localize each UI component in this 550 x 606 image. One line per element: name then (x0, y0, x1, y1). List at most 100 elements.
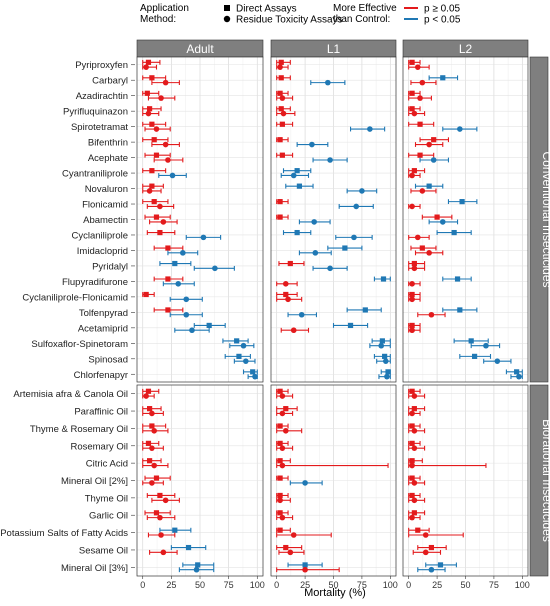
data-point-pyridalyl (408, 265, 426, 272)
point-square (206, 322, 212, 329)
data-point-acetamiprid (174, 327, 210, 334)
point-circle (457, 126, 463, 132)
point-circle (149, 410, 155, 417)
data-point-rosemary-oil (408, 440, 421, 446)
point-circle (146, 188, 153, 194)
legend-effect-label: p ≥ 0.05 (424, 4, 461, 15)
data-point-mineral-oil-2 (144, 475, 171, 481)
legend-effect-title: More Effective than Control: (333, 3, 397, 25)
point-circle (189, 327, 195, 334)
data-point-acephate (419, 157, 450, 163)
point-circle (411, 428, 418, 434)
point-circle (384, 373, 390, 380)
data-point-abamectin (428, 219, 459, 225)
point-square (431, 137, 437, 143)
group-strips: Conventional Insecticides Biorational Ins… (529, 56, 550, 577)
point-circle (145, 110, 152, 117)
y-tick-label: Chlorfenapyr (74, 370, 128, 381)
data-point-chlorfenapyr (378, 373, 391, 380)
facet-panels: Adult L1 L2 0 25 50 75 100 0 25 50 75 100 0 25 50 75 100 (136, 39, 530, 590)
data-point-pyridalyl (312, 265, 348, 272)
y-tick-label: Mineral Oil [3%] (61, 563, 128, 574)
point-square (157, 492, 163, 499)
data-point-sulfoxaflor-spinetoram (453, 338, 489, 344)
data-point-cyclaniliprole (436, 229, 472, 236)
y-tick-label: Garlic Oil (89, 511, 128, 522)
point-circle (157, 203, 163, 210)
panel-border (136, 56, 264, 383)
data-point-chlorfenapyr (247, 373, 258, 380)
data-point-flupyradifurone (276, 281, 298, 287)
y-tick-label: Cyclaniliprole (72, 230, 129, 241)
point-square (149, 423, 155, 429)
data-point-azadirachtin (142, 90, 160, 96)
data-point-sesame-oil (417, 544, 447, 551)
point-square (277, 510, 283, 516)
point-square (409, 440, 415, 446)
point-circle (309, 141, 315, 148)
legend-title-line: than Control: (333, 14, 390, 25)
point-square (380, 276, 387, 282)
data-point-thyme-rosemary-oil (408, 428, 426, 434)
data-point-chlorfenapyr (380, 369, 391, 375)
point-circle (312, 250, 319, 256)
point-circle (183, 296, 190, 303)
point-circle (411, 445, 418, 451)
panel-border (270, 56, 397, 383)
point-circle (516, 373, 522, 380)
data-point-thyme-rosemary-oil (142, 428, 169, 434)
data-point-cyclaniliprole (282, 229, 312, 236)
point-square (409, 492, 415, 499)
data-point-paraffinic-oil (276, 410, 294, 417)
point-circle (193, 566, 200, 573)
data-point-sulfoxaflor-spinetoram (371, 338, 391, 344)
point-circle (422, 532, 429, 538)
data-point-artemisia-afra-canola-oil (142, 393, 155, 399)
point-circle (212, 265, 218, 272)
data-point-cyantraniliprole (408, 172, 421, 179)
point-square (277, 423, 283, 429)
point-square (283, 406, 289, 412)
point-square (411, 510, 417, 516)
data-point-garlic-oil (276, 510, 289, 516)
data-point-carbaryl (142, 75, 167, 81)
data-point-bifenthrin (419, 137, 450, 143)
data-point-spirotetramat (276, 121, 294, 127)
data-point-bifenthrin (276, 137, 289, 143)
data-point-cyclaniliprole (185, 234, 222, 241)
point-square (165, 276, 171, 282)
point-circle (277, 497, 283, 504)
point-square (417, 121, 423, 127)
point-circle (169, 172, 176, 179)
point-square (172, 260, 178, 267)
point-circle (298, 311, 305, 318)
point-circle (302, 480, 308, 486)
point-circle (311, 219, 317, 225)
point-square (153, 152, 160, 158)
x-tick-label: 75 (357, 580, 367, 590)
y-tick-label: Paraffinic Oil (74, 407, 128, 418)
data-point-mineral-oil-3 (425, 562, 457, 568)
data-point-azadirachtin (276, 90, 289, 96)
point-square (149, 183, 155, 189)
point-square (296, 183, 303, 189)
data-point-spirotetramat (442, 126, 478, 132)
data-point-thyme-rosemary-oil (276, 428, 303, 434)
data-point-pyriproxyfen (142, 64, 158, 70)
data-point-mineral-oil-2 (408, 475, 421, 481)
point-circle (327, 157, 333, 163)
point-square (451, 229, 457, 236)
point-circle (327, 265, 333, 272)
point-circle (243, 358, 249, 364)
data-point-pyridalyl (193, 265, 235, 272)
data-point-acephate (144, 152, 171, 158)
data-point-pyrifluquinazon (408, 110, 426, 117)
data-point-bifenthrin (151, 141, 180, 148)
point-square (277, 440, 283, 446)
data-point-cyantraniliprole (280, 172, 310, 179)
data-point-flonicamid (276, 199, 289, 205)
data-point-potassium-salts-of-fatty-acids (276, 527, 291, 533)
point-square (283, 544, 289, 551)
data-point-azadirachtin (276, 95, 294, 101)
